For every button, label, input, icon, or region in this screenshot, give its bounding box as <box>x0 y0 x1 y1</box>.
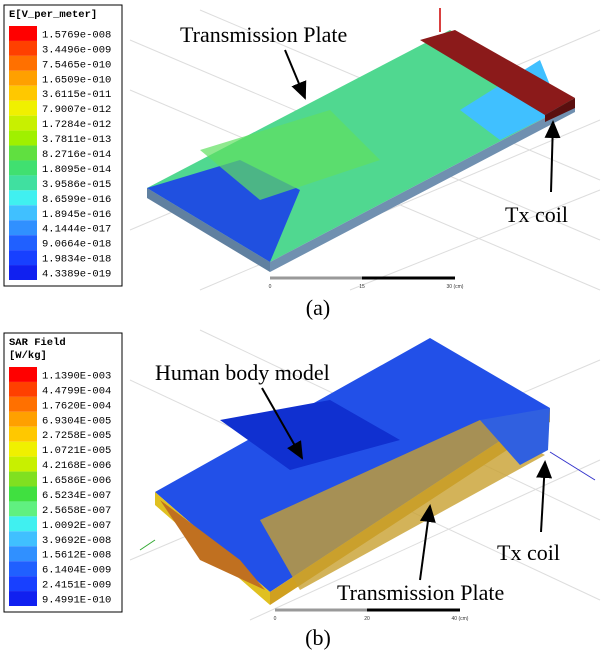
legend-label: 1.9834e-018 <box>42 254 111 266</box>
caption: (b) <box>305 625 331 650</box>
legend-label: 8.2716e-014 <box>42 149 111 161</box>
legend-swatch <box>9 561 37 576</box>
legend-swatch <box>9 116 37 131</box>
legend-swatch <box>9 457 37 472</box>
legend-swatch <box>9 265 37 280</box>
legend-label: 1.8945e-016 <box>42 209 111 221</box>
legend-label: 7.9007e-012 <box>42 104 111 116</box>
legend-swatch <box>9 205 37 220</box>
legend-label: 2.4151E-009 <box>42 580 111 592</box>
legend-label: 3.7811e-013 <box>42 134 111 146</box>
legend-label: 6.5234E-007 <box>42 490 111 502</box>
model-a <box>147 8 575 278</box>
legend-swatch <box>9 516 37 531</box>
annotation: Transmission Plate <box>337 580 504 605</box>
arrow <box>285 50 305 98</box>
caption: (a) <box>306 295 330 320</box>
legend-swatch <box>9 472 37 487</box>
scale-label: 0 <box>274 616 277 622</box>
legend-swatch <box>9 56 37 71</box>
legend-swatch <box>9 86 37 101</box>
scale-label: 30 (cm) <box>447 284 464 290</box>
legend-swatch <box>9 546 37 561</box>
legend-label: 1.7620E-004 <box>42 400 111 412</box>
legend-label: 3.6115e-011 <box>42 89 111 101</box>
legend-label: 3.4496e-009 <box>42 44 111 56</box>
legend-label: 1.6509e-010 <box>42 74 111 86</box>
legend-swatch <box>9 531 37 546</box>
legend-label: 7.5465e-010 <box>42 59 111 71</box>
legend-label: 4.4799E-004 <box>42 385 111 397</box>
legend-swatch <box>9 412 37 427</box>
legend-swatch <box>9 131 37 146</box>
scale-label: 0 <box>269 284 272 290</box>
legend-label: 1.5612E-008 <box>42 550 111 562</box>
legend-label: 1.6586E-006 <box>42 475 111 487</box>
legend-swatch <box>9 175 37 190</box>
legend-label: 2.5658E-007 <box>42 505 111 517</box>
legend-label: 2.7258E-005 <box>42 430 111 442</box>
legend-label: 1.8095e-014 <box>42 164 111 176</box>
legend-swatch <box>9 26 37 41</box>
legend-label: 1.0092E-007 <box>42 520 111 532</box>
scale-label: 15 <box>359 284 365 290</box>
legend-label: 6.9304E-005 <box>42 415 111 427</box>
legend-swatch <box>9 41 37 56</box>
legend-swatch <box>9 190 37 205</box>
legend-swatch <box>9 427 37 442</box>
arrow <box>551 122 553 192</box>
figure: 0 15 30 (cm) Transmission Plate Tx coil … <box>0 0 601 657</box>
legend-swatch <box>9 367 37 382</box>
legend-swatch <box>9 591 37 606</box>
legend-label: 1.0721E-005 <box>42 445 111 457</box>
legend-swatch <box>9 442 37 457</box>
scale-label: 40 (cm) <box>452 616 469 622</box>
legend-label: 4.1444e-017 <box>42 224 111 236</box>
legend-label: 4.2168E-006 <box>42 460 111 472</box>
legend-swatch <box>9 487 37 502</box>
legend-label: 1.1390E-003 <box>42 370 111 382</box>
annotation: Tx coil <box>505 202 568 227</box>
annotation: Transmission Plate <box>180 22 347 47</box>
legend-swatch <box>9 220 37 235</box>
legend-swatch <box>9 397 37 412</box>
legend-title: E[V_per_meter] <box>9 9 97 21</box>
legend-label: 6.1404E-009 <box>42 565 111 577</box>
legend-label: 1.5769e-008 <box>42 29 111 41</box>
legend-label: 9.4991E-010 <box>42 595 111 607</box>
legend-label: 8.6599e-016 <box>42 194 111 206</box>
legend-swatch <box>9 101 37 116</box>
legend-swatch <box>9 250 37 265</box>
annotation: Human body model <box>155 360 330 385</box>
legend-swatch <box>9 160 37 175</box>
legend-swatch <box>9 382 37 397</box>
legend-swatch <box>9 146 37 161</box>
legend-label: 9.0664e-018 <box>42 239 111 251</box>
legend-swatch <box>9 235 37 250</box>
legend-swatch <box>9 576 37 591</box>
legend-title: SAR Field <box>9 337 66 349</box>
legend-title: [W/kg] <box>9 350 47 362</box>
legend-label: 3.9692E-008 <box>42 535 111 547</box>
legend-label: 4.3389e-019 <box>42 269 111 281</box>
legend-label: 1.7284e-012 <box>42 119 111 131</box>
legend-label: 3.9586e-015 <box>42 179 111 191</box>
scale-label: 20 <box>364 616 370 622</box>
arrow <box>541 462 545 532</box>
annotation: Tx coil <box>497 540 560 565</box>
legend-swatch <box>9 501 37 516</box>
legend-swatch <box>9 71 37 86</box>
